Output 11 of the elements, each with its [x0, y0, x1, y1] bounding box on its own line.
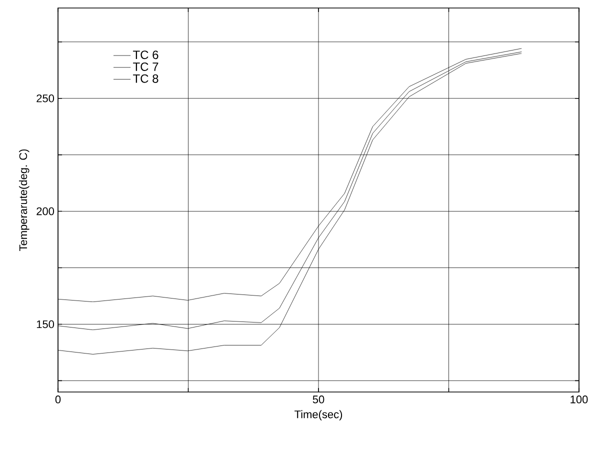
- x-axis-title: Time(sec): [294, 410, 342, 420]
- x-tick-label: 50: [312, 396, 324, 404]
- y-tick-label: 250: [36, 94, 54, 102]
- y-tick-label: 200: [36, 207, 54, 216]
- legend-label: TC 6: [133, 50, 158, 60]
- x-tick-label: 0: [55, 396, 61, 404]
- legend-label: TC 8: [133, 74, 158, 83]
- x-tick-label: 100: [570, 396, 588, 404]
- y-tick-label: 150: [36, 320, 54, 328]
- legend-label: TC 7: [133, 62, 158, 71]
- y-axis-title: Temperarute(deg. C): [19, 149, 30, 251]
